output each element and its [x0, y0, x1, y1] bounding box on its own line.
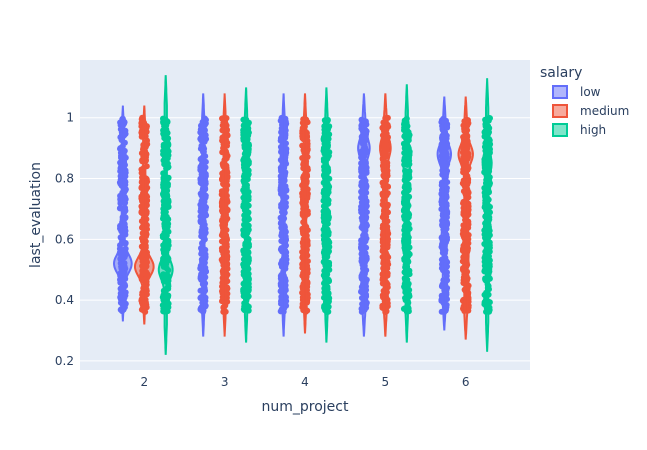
y-tick-label: 0.6: [55, 232, 74, 246]
y-axis-title: last_evaluation: [28, 162, 44, 268]
legend-title: salary: [540, 65, 582, 81]
x-tick-label: 4: [301, 375, 309, 389]
legend-label: low: [580, 85, 601, 99]
violin-shape: [221, 93, 228, 337]
violin-shape: [357, 93, 371, 337]
legend-item-medium[interactable]: medium: [552, 104, 629, 118]
y-tick-labels: 0.2 0.4 0.6 0.8 1: [55, 111, 74, 368]
violin-shape: [301, 93, 309, 334]
legend-item-high[interactable]: high: [552, 123, 606, 137]
legend-label: high: [580, 123, 606, 137]
legend-label: medium: [580, 104, 629, 118]
legend-item-low[interactable]: low: [552, 85, 601, 99]
violin-shape: [379, 93, 392, 337]
x-axis-title: num_project: [262, 399, 349, 415]
violin-shape: [280, 93, 287, 337]
violin-marks: [112, 75, 494, 355]
y-tick-label: 0.2: [55, 354, 74, 368]
violin-shape: [157, 75, 174, 355]
y-tick-label: 0.8: [55, 172, 74, 186]
legend-swatch: [552, 123, 568, 137]
violin-shape: [134, 105, 155, 325]
x-tick-labels: 2 3 4 5 6: [140, 375, 469, 389]
violin-shape: [323, 87, 330, 343]
legend-swatch: [552, 85, 568, 99]
violin-shape: [457, 96, 474, 340]
x-tick-label: 6: [462, 375, 470, 389]
violin-shape: [200, 93, 207, 337]
series-low: [112, 93, 452, 337]
violin-shape: [112, 105, 133, 322]
violin-shape: [436, 96, 452, 331]
x-tick-label: 2: [140, 375, 148, 389]
x-tick-label: 3: [221, 375, 229, 389]
violin-shape: [402, 84, 412, 343]
legend-swatch: [552, 104, 568, 118]
series-medium: [134, 93, 474, 340]
x-tick-label: 5: [382, 375, 390, 389]
y-tick-label: 1: [66, 111, 74, 125]
legend[interactable]: salary low medium high: [540, 65, 629, 137]
violin-shape: [243, 87, 250, 343]
series-high: [157, 75, 494, 355]
y-tick-label: 0.4: [55, 293, 74, 307]
